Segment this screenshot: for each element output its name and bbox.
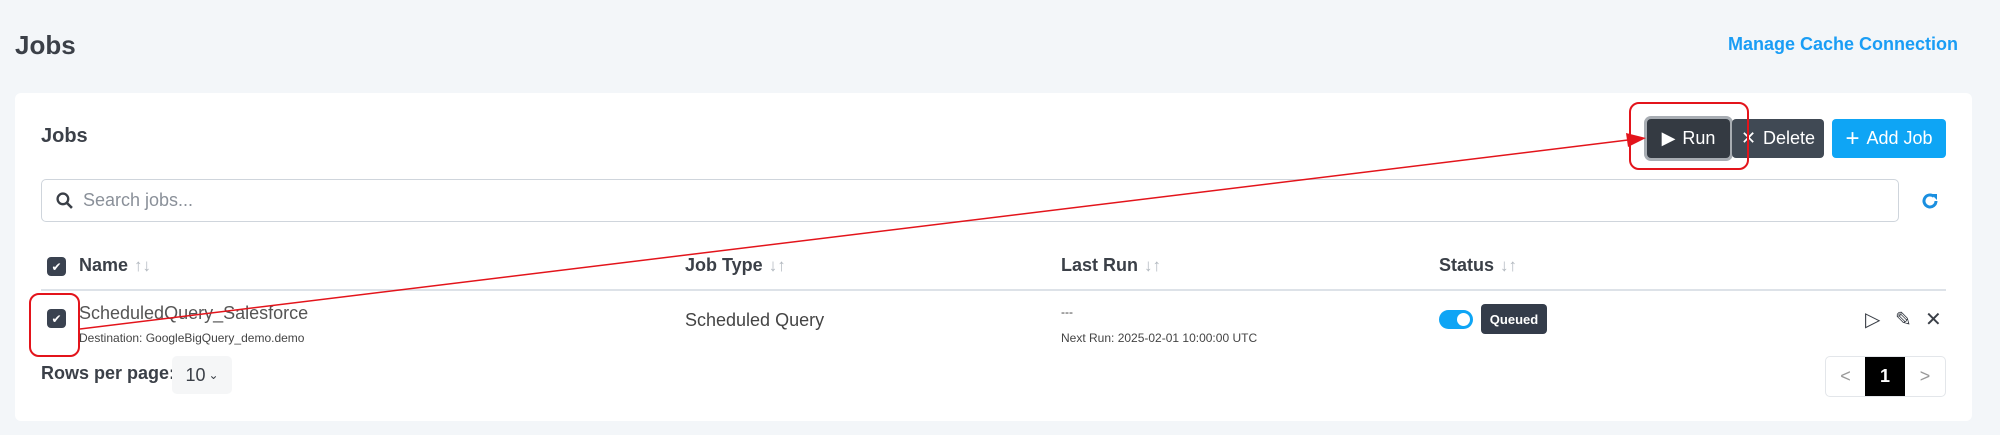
rows-per-page-select[interactable]: 10 ⌄	[172, 356, 232, 394]
page-title: Jobs	[15, 30, 76, 60]
column-header-job-type[interactable]: Job Type ↓↑	[685, 255, 786, 275]
run-button[interactable]: ▶ Run	[1647, 119, 1730, 158]
pagination: < 1 >	[1825, 356, 1946, 397]
play-icon: ▶	[1661, 128, 1676, 148]
refresh-icon[interactable]	[1920, 191, 1940, 211]
rows-per-page-label: Rows per page:	[41, 363, 176, 383]
next-run: Next Run: 2025-02-01 10:00:00 UTC	[1061, 331, 1258, 345]
run-job-icon[interactable]: ▷	[1865, 309, 1881, 331]
chevron-down-icon: ⌄	[208, 368, 219, 382]
column-header-status[interactable]: Status ↓↑	[1439, 255, 1518, 275]
add-job-button[interactable]: + Add Job	[1832, 119, 1946, 158]
edit-icon[interactable]: ✎	[1895, 309, 1912, 331]
jobs-card	[15, 93, 1972, 421]
page-1-button[interactable]: 1	[1865, 357, 1905, 396]
column-header-name[interactable]: Name ↑↓	[79, 255, 152, 275]
plus-icon: +	[1845, 124, 1860, 152]
column-header-last-run[interactable]: Last Run ↓↑	[1061, 255, 1162, 275]
sort-icon: ↓↑	[768, 255, 786, 275]
header-divider	[41, 289, 1946, 291]
sort-asc-icon: ↑↓	[134, 255, 152, 275]
select-all-checkbox[interactable]: ✔	[47, 257, 66, 276]
search-input[interactable]	[83, 190, 1783, 211]
search-box	[41, 179, 1899, 222]
sort-icon: ↓↑	[1500, 255, 1518, 275]
job-destination: Destination: GoogleBigQuery_demo.demo	[79, 331, 305, 345]
prev-page-button[interactable]: <	[1840, 366, 1851, 386]
manage-cache-connection-link[interactable]: Manage Cache Connection	[1727, 34, 1958, 54]
delete-job-icon[interactable]: ✕	[1925, 309, 1942, 331]
job-type: Scheduled Query	[685, 310, 825, 330]
card-title: Jobs	[41, 125, 88, 147]
row-checkbox[interactable]: ✔	[47, 309, 66, 328]
last-run: ---	[1061, 305, 1073, 319]
status-badge: Queued	[1481, 304, 1547, 334]
search-icon	[56, 192, 73, 209]
enabled-toggle[interactable]	[1439, 310, 1473, 329]
next-page-button[interactable]: >	[1919, 366, 1931, 386]
annotation-box-checkbox	[29, 293, 80, 357]
sort-icon: ↓↑	[1144, 255, 1162, 275]
